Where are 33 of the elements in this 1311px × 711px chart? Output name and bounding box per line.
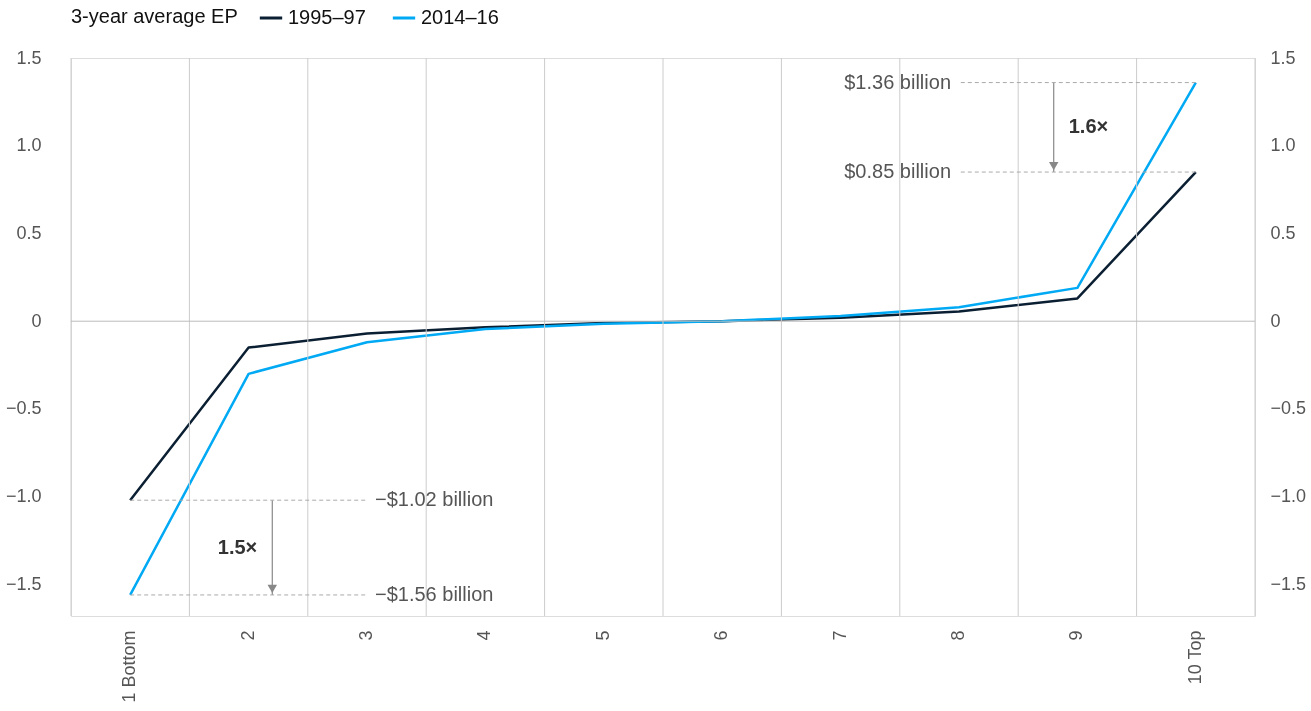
x-tick-label: 1 Bottom [119,630,140,703]
y-tick-label: 1.5 [16,47,42,68]
annotation: 1.5× [217,535,258,558]
y2-tick-label: −0.5 [1270,398,1307,419]
y-tick-label: 1.0 [16,135,42,156]
x-tick-label: 10 Top [1184,630,1205,685]
legend-label: 1995–97 [288,6,366,28]
y2-tick-label: 1.0 [1270,135,1296,156]
x-tick-label: 8 [948,630,968,641]
legend-title: 3-year average EP [71,5,238,27]
annotation: −$1.02 billion [375,488,494,511]
annotation: −$1.56 billion [375,582,494,605]
x-tick-label: 7 [829,630,850,641]
y2-tick-label: 1.5 [1270,47,1296,68]
y-tick-label: 0.5 [16,222,42,243]
y-tick-label: −1.5 [5,573,42,594]
x-tick-label: 5 [592,630,613,641]
y2-tick-label: −1.5 [1270,573,1307,594]
y-tick-label: 0 [31,310,42,331]
y-tick-label: −0.5 [5,398,42,419]
y-tick-label: −1.0 [5,486,42,507]
x-tick-label: 2 [237,630,258,641]
x-tick-label: 9 [1066,630,1087,641]
x-tick-label: 6 [711,630,732,641]
x-tick-label: 4 [474,630,495,641]
annotation: $0.85 billion [844,160,951,183]
x-tick-label: 3 [356,630,376,641]
y2-tick-label: 0 [1270,310,1281,331]
legend-label: 2014–16 [421,6,499,28]
annotation: $1.36 billion [844,70,951,93]
y2-tick-label: −1.0 [1270,486,1307,507]
y2-tick-label: 0.5 [1270,222,1296,243]
annotation: 1.6× [1068,115,1109,138]
